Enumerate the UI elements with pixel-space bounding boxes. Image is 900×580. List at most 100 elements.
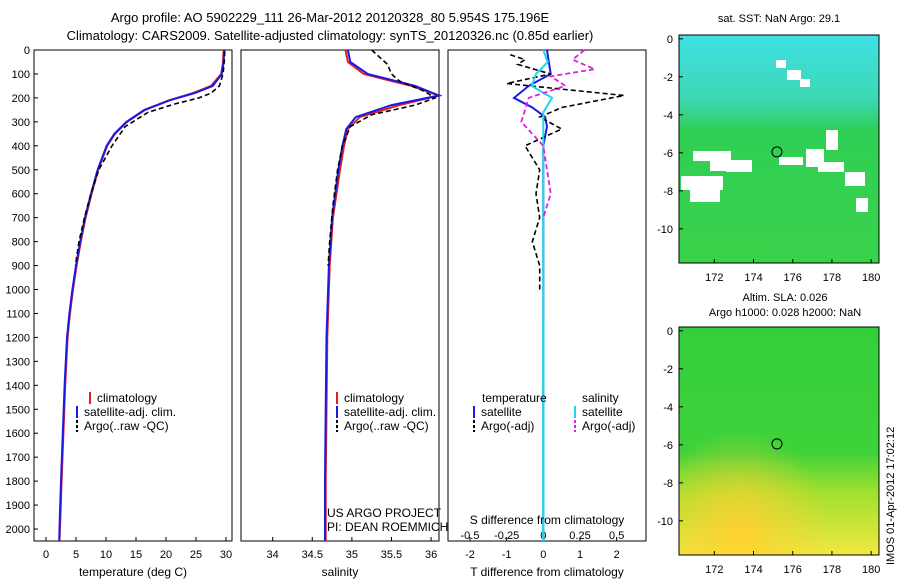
map-x-tick-label: 172 bbox=[705, 272, 723, 284]
legend-s-satellite-label: satellite bbox=[582, 405, 623, 419]
project-annotation-line-2: PI: DEAN ROEMMICH bbox=[327, 520, 448, 534]
legend-argo-label: Argo(..raw -QC) bbox=[84, 419, 169, 433]
depth-tick-label: 1100 bbox=[6, 308, 30, 320]
depth-tick-label: 100 bbox=[12, 69, 30, 81]
temperature-series bbox=[58, 49, 226, 542]
s-tick-label: 0.25 bbox=[569, 530, 590, 542]
x-tick-label: 20 bbox=[160, 549, 172, 561]
series-satellite-adj-clim--line bbox=[58, 49, 226, 542]
depth-tick-label: 1400 bbox=[6, 380, 30, 392]
depth-tick-label: 300 bbox=[12, 117, 30, 129]
x-tick-label: 2 bbox=[614, 549, 620, 561]
legend-climatology-label: climatology bbox=[344, 391, 404, 405]
legend-satellite-label: satellite-adj. clim. bbox=[84, 405, 176, 419]
x-tick-label: 1 bbox=[577, 549, 583, 561]
legend-temperature-heading: temperature bbox=[482, 391, 547, 405]
header-line-2: Climatology: CARS2009. Satellite-adjuste… bbox=[67, 28, 594, 43]
temperature-panel-frame bbox=[33, 49, 233, 542]
depth-tick-label: 1300 bbox=[6, 356, 30, 368]
temperature-x-axis: 0 5 10 15 20 25 30 bbox=[43, 537, 232, 561]
depth-tick-label: 400 bbox=[12, 141, 30, 153]
map-y-tick-label: -6 bbox=[663, 440, 673, 452]
x-tick-label: 35 bbox=[346, 549, 358, 561]
sst-map bbox=[678, 34, 880, 264]
map-y-tick-label: -2 bbox=[663, 72, 673, 84]
sst-map-frame bbox=[678, 34, 880, 264]
depth-tick-label: 200 bbox=[12, 93, 30, 105]
series-s-argo-adj--line bbox=[520, 49, 598, 218]
difference-x-label: T difference from climatology bbox=[470, 565, 624, 579]
x-tick-label: 5 bbox=[73, 549, 79, 561]
imos-watermark: IMOS 01-Apr-2012 17:02:12 bbox=[885, 427, 897, 565]
map-x-tick-label: 178 bbox=[823, 272, 841, 284]
sla-map bbox=[678, 326, 880, 556]
depth-tick-label: 1500 bbox=[6, 404, 30, 416]
depth-axis: 0 100 200 300 400 500 600 700 800 900 1000 1100 1200… bbox=[6, 45, 38, 536]
depth-tick-label: 600 bbox=[12, 189, 30, 201]
sst-missing-cells bbox=[681, 60, 868, 212]
legend-t-argo-label: Argo(-adj) bbox=[481, 419, 534, 433]
x-tick-label: 36 bbox=[425, 549, 437, 561]
legend-salinity-heading: salinity bbox=[582, 391, 619, 405]
x-tick-label: 35.5 bbox=[381, 549, 402, 561]
depth-tick-label: 1700 bbox=[6, 452, 30, 464]
sla-map-title: Altim. SLA: 0.026 bbox=[743, 292, 828, 304]
map-x-tick-label: 174 bbox=[744, 272, 762, 284]
map-x-tick-label: 180 bbox=[862, 564, 880, 576]
legend-climatology-label: climatology bbox=[97, 391, 157, 405]
map-x-tick-label: 180 bbox=[862, 272, 880, 284]
map-y-tick-label: -10 bbox=[657, 224, 673, 236]
salinity-panel-frame bbox=[240, 49, 440, 542]
series-satellite-adj-clim--line bbox=[324, 49, 443, 541]
map-y-tick-label: -4 bbox=[663, 402, 673, 414]
map-x-tick-label: 174 bbox=[744, 564, 762, 576]
sst-argo-location-marker bbox=[771, 146, 783, 158]
depth-tick-label: 1600 bbox=[6, 428, 30, 440]
depth-tick-label: 1200 bbox=[6, 332, 30, 344]
depth-tick-label: 0 bbox=[24, 45, 30, 57]
s-tick-label: -0.25 bbox=[494, 530, 519, 542]
s-tick-label: -0.5 bbox=[461, 530, 480, 542]
map-y-tick-label: -10 bbox=[657, 516, 673, 528]
x-tick-label: 10 bbox=[100, 549, 112, 561]
x-tick-label: 34 bbox=[267, 549, 279, 561]
difference-s-label: S difference from climatology bbox=[470, 513, 625, 527]
s-tick-label: 0.5 bbox=[609, 530, 624, 542]
map-y-tick-label: -8 bbox=[663, 478, 673, 490]
depth-tick-label: 1900 bbox=[6, 500, 30, 512]
sla-map-subtitle: Argo h1000: 0.028 h2000: NaN bbox=[709, 307, 861, 319]
map-x-tick-label: 176 bbox=[784, 564, 802, 576]
map-x-tick-label: 172 bbox=[705, 564, 723, 576]
depth-tick-label: 1800 bbox=[6, 476, 30, 488]
series-climatology-line bbox=[324, 49, 443, 541]
x-tick-label: -2 bbox=[465, 549, 475, 561]
temperature-legend: climatology satellite-adj. clim. Argo(..… bbox=[76, 391, 176, 433]
difference-series bbox=[506, 49, 625, 541]
map-y-tick-label: 0 bbox=[667, 34, 673, 46]
x-tick-label: 0 bbox=[43, 549, 49, 561]
temperature-x-label: temperature (deg C) bbox=[79, 565, 187, 579]
depth-tick-label: 1000 bbox=[6, 285, 30, 297]
sla-argo-location-marker bbox=[771, 438, 783, 450]
depth-tick-label: 800 bbox=[12, 237, 30, 249]
series-t-argo-adj--line bbox=[506, 54, 625, 290]
map-x-tick-label: 176 bbox=[784, 272, 802, 284]
difference-legend: temperature salinity satellite Argo(-adj… bbox=[473, 391, 635, 433]
sla-map-frame bbox=[678, 326, 880, 556]
series-s-satellite-line bbox=[530, 49, 554, 541]
x-tick-label: -1 bbox=[502, 549, 512, 561]
legend-t-satellite-label: satellite bbox=[481, 405, 522, 419]
legend-s-argo-label: Argo(-adj) bbox=[582, 419, 635, 433]
salinity-x-label: salinity bbox=[322, 565, 359, 579]
map-y-tick-label: -6 bbox=[663, 148, 673, 160]
x-tick-label: 34.5 bbox=[302, 549, 323, 561]
depth-tick-label: 900 bbox=[12, 261, 30, 273]
header-line-1: Argo profile: AO 5902229_111 26-Mar-2012… bbox=[111, 10, 550, 25]
project-annotation-line-1: US ARGO PROJECT bbox=[327, 506, 442, 520]
sla-map-axes: 172 174 176 178 180 0 -2 -4 -6 -8 -10 bbox=[657, 326, 880, 576]
map-y-tick-label: -8 bbox=[663, 186, 673, 198]
salinity-series bbox=[324, 49, 443, 541]
series-climatology-line bbox=[58, 49, 225, 542]
legend-argo-label: Argo(..raw -QC) bbox=[344, 419, 429, 433]
